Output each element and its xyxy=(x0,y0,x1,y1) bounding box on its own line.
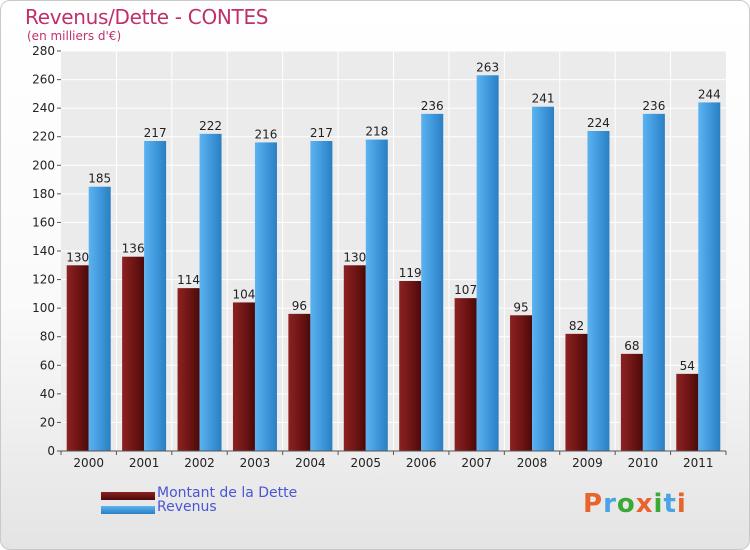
data-label-dette: 54 xyxy=(680,359,695,373)
x-tick-label: 2002 xyxy=(184,456,215,470)
y-tick-label: 180 xyxy=(32,187,55,201)
y-tick-label: 160 xyxy=(32,215,55,229)
y-tick-label: 200 xyxy=(32,158,55,172)
data-label-dette: 96 xyxy=(292,299,307,313)
bar-dette xyxy=(620,353,643,451)
data-label-dette: 68 xyxy=(624,339,639,353)
data-label-revenus: 236 xyxy=(421,99,444,113)
legend-label-revenus: Revenus xyxy=(157,499,217,515)
bars xyxy=(66,75,721,452)
x-tick-label: 2010 xyxy=(628,456,659,470)
logo-letter: i xyxy=(653,489,664,519)
x-tick-label: 2007 xyxy=(461,456,492,470)
data-label-dette: 107 xyxy=(454,283,477,297)
bar-dette xyxy=(122,256,145,451)
x-tick-label: 2008 xyxy=(517,456,548,470)
y-tick-label: 240 xyxy=(32,101,55,115)
y-axis-ticks: 0 20 40 60 80 100 120 140 160 180 200 220 240 260 280 xyxy=(32,44,61,458)
y-tick-label: 100 xyxy=(32,301,55,315)
bar-dette xyxy=(288,313,311,451)
legend-swatch-dette xyxy=(101,492,155,500)
bar-dette xyxy=(177,288,200,451)
bar-revenus xyxy=(421,113,444,451)
logo-letter: i xyxy=(676,489,687,519)
bar-dette xyxy=(232,302,255,451)
bar-revenus xyxy=(310,141,333,451)
y-tick-label: 120 xyxy=(32,273,55,287)
data-label-revenus: 216 xyxy=(255,127,278,141)
y-tick-label: 220 xyxy=(32,130,55,144)
data-label-dette: 130 xyxy=(343,250,366,264)
data-label-dette: 136 xyxy=(122,242,145,256)
data-label-revenus: 244 xyxy=(698,87,721,101)
x-tick-label: 2004 xyxy=(295,456,326,470)
data-label-revenus: 222 xyxy=(199,119,222,133)
y-tick-label: 60 xyxy=(40,358,55,372)
legend-label-dette: Montant de la Dette xyxy=(157,485,298,501)
proxiti-logo: Proxiti xyxy=(583,489,687,519)
bar-revenus xyxy=(532,106,555,451)
bar-revenus xyxy=(365,139,388,452)
bar-dette xyxy=(676,373,699,451)
chart-title: Revenus/Dette - CONTES xyxy=(25,5,269,29)
y-tick-label: 260 xyxy=(32,73,55,87)
y-tick-label: 0 xyxy=(47,444,55,458)
data-label-dette: 104 xyxy=(233,287,256,301)
bar-dette xyxy=(565,333,588,451)
bar-dette xyxy=(454,298,477,451)
data-label-revenus: 241 xyxy=(532,92,555,106)
data-label-revenus: 218 xyxy=(365,125,388,139)
y-tick-label: 280 xyxy=(32,44,55,58)
y-tick-label: 80 xyxy=(40,330,55,344)
data-label-dette: 119 xyxy=(399,266,422,280)
data-label-dette: 95 xyxy=(513,300,528,314)
data-label-dette: 130 xyxy=(66,250,89,264)
bar-revenus xyxy=(199,133,222,451)
logo-letter: o xyxy=(616,489,636,519)
bar-revenus xyxy=(476,75,499,452)
data-label-dette: 82 xyxy=(569,319,584,333)
x-tick-label: 2000 xyxy=(73,456,104,470)
data-labels: 130 185 136 217 114 222 104 216 96 217 130 218 119 23… xyxy=(66,60,720,373)
bar-revenus xyxy=(698,102,721,451)
data-label-revenus: 217 xyxy=(144,126,167,140)
bar-dette xyxy=(66,265,89,451)
chart-subtitle: (en milliers d'€) xyxy=(27,29,122,43)
logo-letter: r xyxy=(603,489,617,519)
data-label-revenus: 217 xyxy=(310,126,333,140)
bar-dette xyxy=(343,265,366,451)
y-tick-label: 20 xyxy=(40,415,55,429)
data-label-revenus: 185 xyxy=(88,172,111,186)
bar-revenus xyxy=(254,142,277,451)
x-tick-label: 2001 xyxy=(129,456,160,470)
data-label-revenus: 236 xyxy=(642,99,665,113)
bar-revenus xyxy=(88,186,111,451)
bar-revenus xyxy=(587,131,610,451)
grid-lines xyxy=(61,50,726,451)
data-label-revenus: 224 xyxy=(587,116,610,130)
data-label-revenus: 263 xyxy=(476,60,499,74)
legend-swatch-revenus xyxy=(101,506,155,514)
bar-dette xyxy=(510,315,533,451)
x-axis-ticks: 2000 2001 2002 2003 2004 2005 2006 2007 2008 2009… xyxy=(60,451,727,470)
x-tick-label: 2006 xyxy=(406,456,437,470)
x-tick-label: 2005 xyxy=(351,456,382,470)
logo-letter: t xyxy=(663,489,677,519)
bar-revenus xyxy=(642,113,665,451)
data-label-dette: 114 xyxy=(177,273,200,287)
bar-dette xyxy=(399,281,422,451)
logo-letter: P xyxy=(583,489,604,519)
bar-revenus xyxy=(144,141,167,451)
x-tick-label: 2011 xyxy=(683,456,714,470)
y-tick-label: 40 xyxy=(40,387,55,401)
logo-letter: x xyxy=(635,489,654,519)
y-tick-label: 140 xyxy=(32,244,55,258)
x-tick-label: 2009 xyxy=(572,456,603,470)
x-tick-label: 2003 xyxy=(240,456,271,470)
